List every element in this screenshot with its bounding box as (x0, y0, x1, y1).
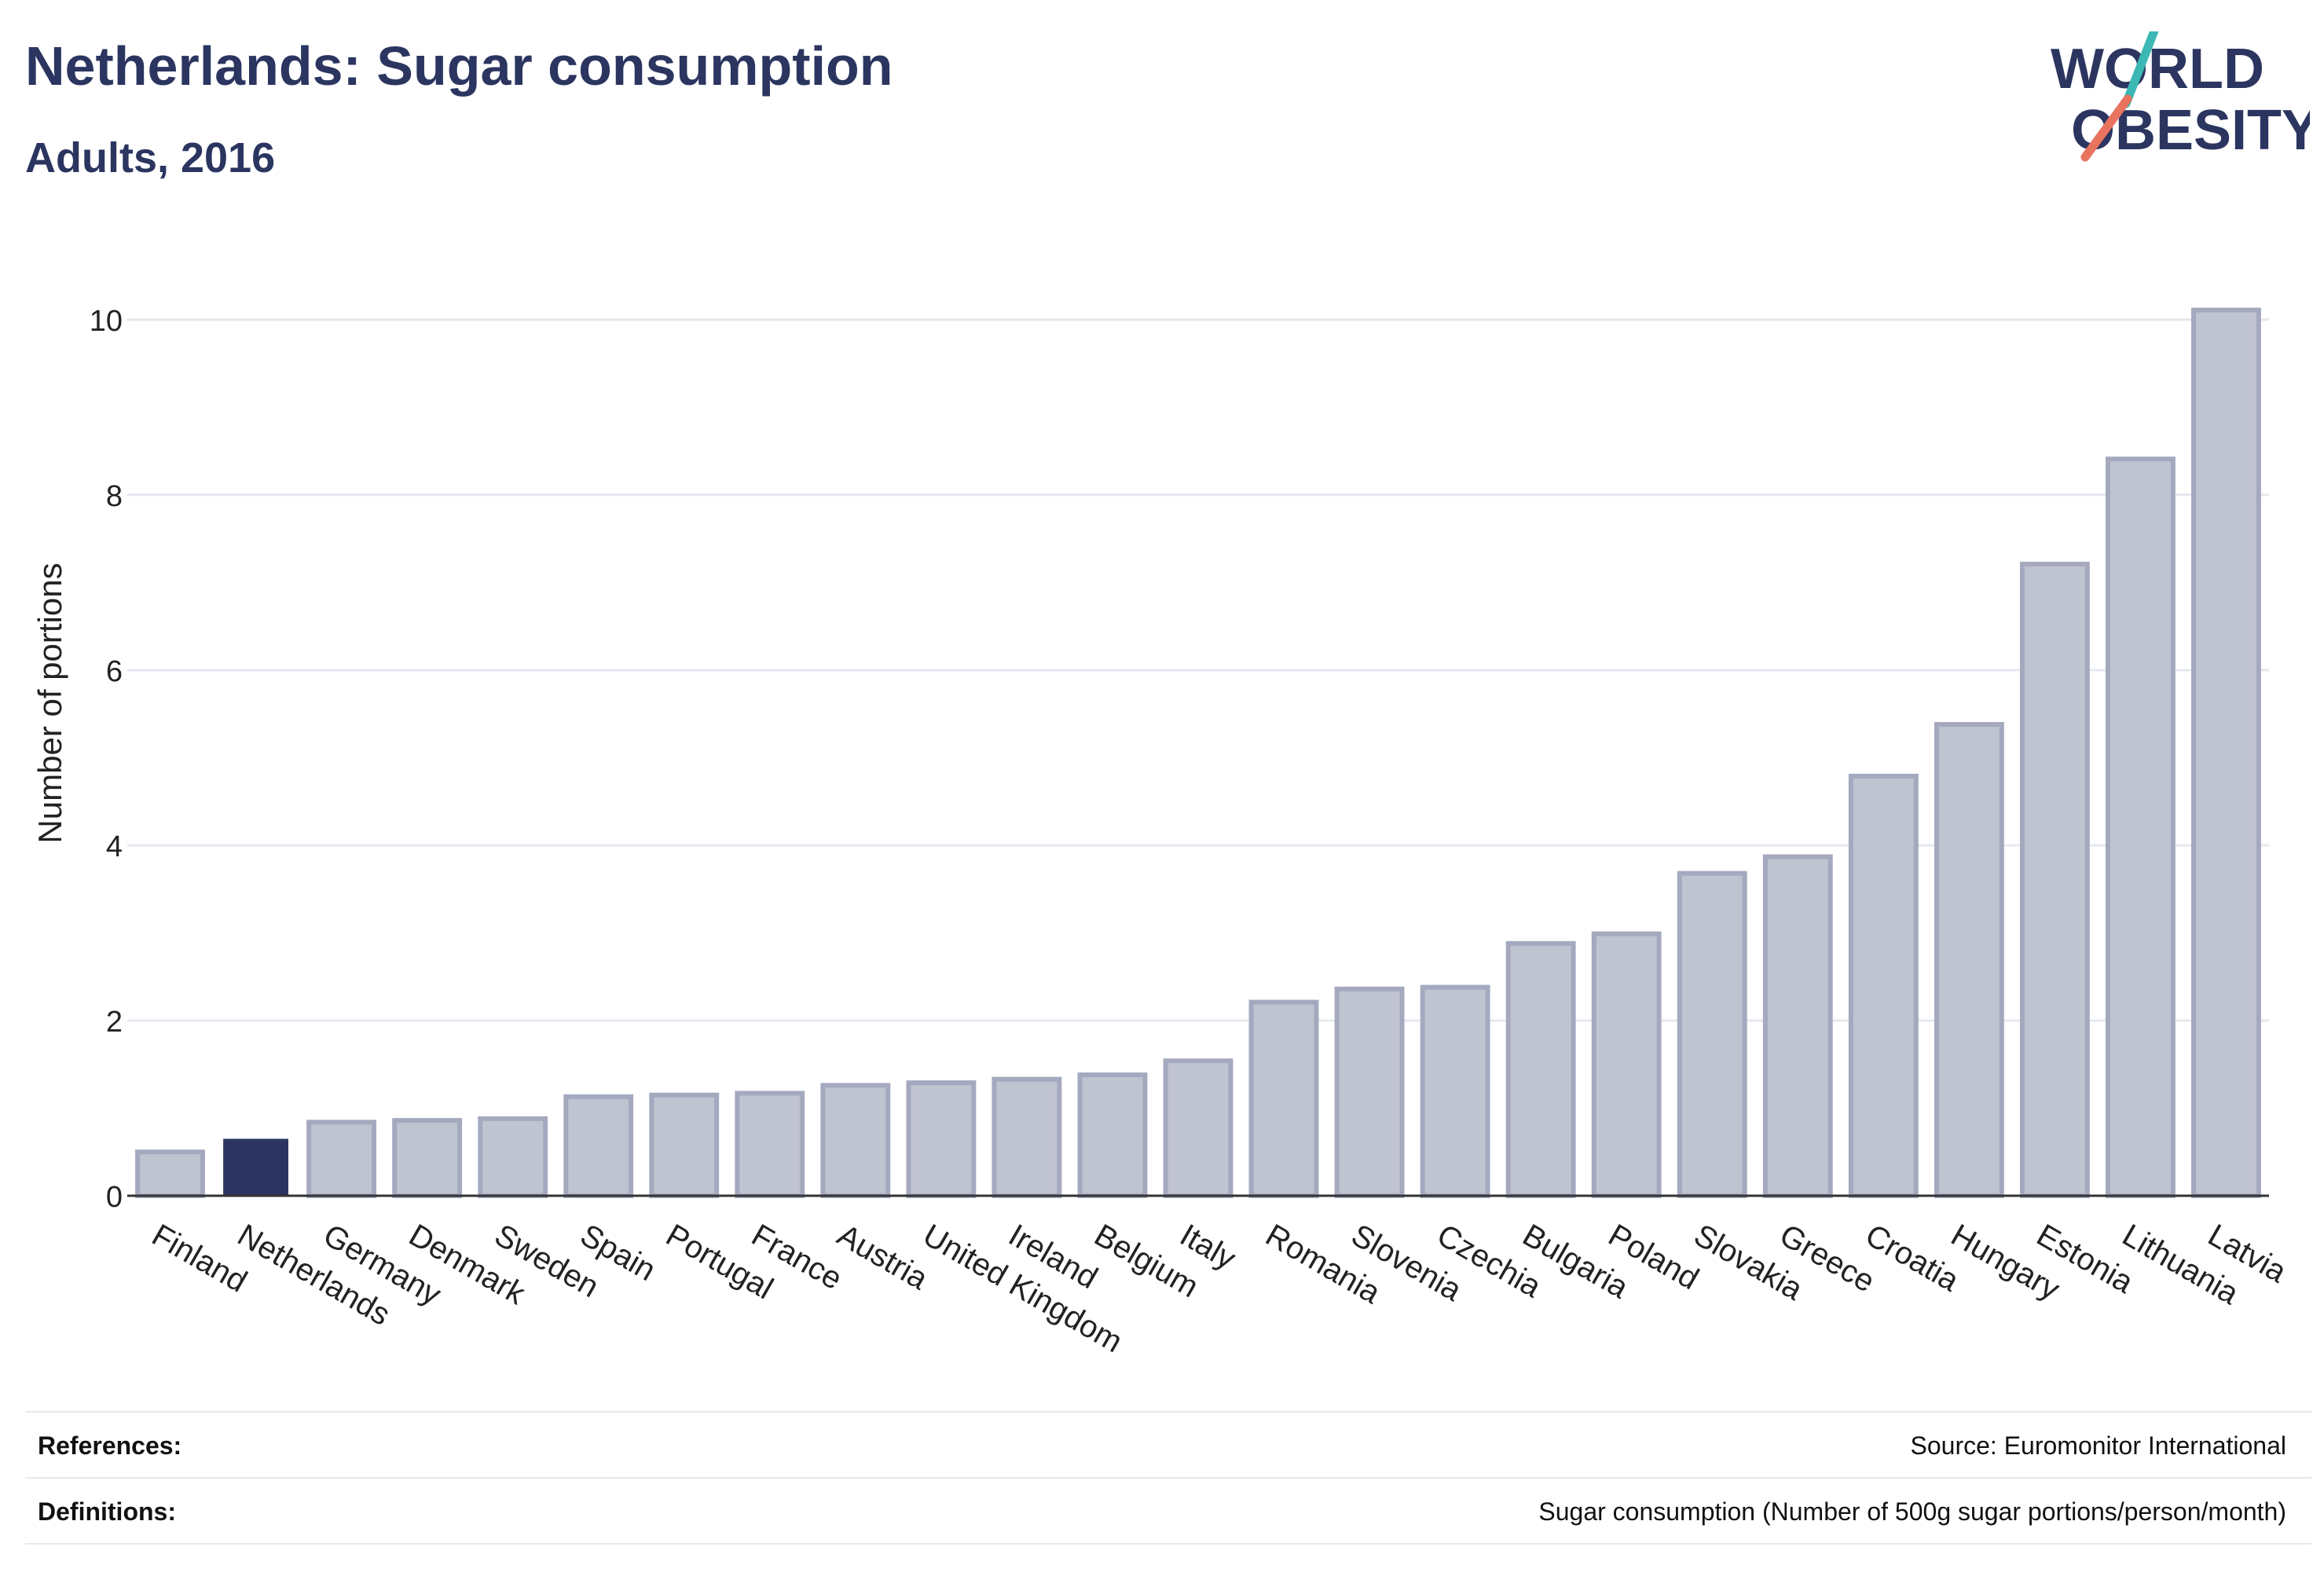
y-tick-label: 8 (106, 480, 123, 513)
bar-ireland (992, 1076, 1062, 1199)
bar-italy (1163, 1058, 1233, 1199)
bar-romania (1248, 999, 1319, 1199)
definitions-value: Sugar consumption (Number of 500g sugar … (1538, 1497, 2286, 1526)
bar-spain (563, 1094, 634, 1199)
bar-poland (1591, 931, 1662, 1198)
bar-hungary (1934, 722, 2004, 1198)
bar-austria (820, 1083, 891, 1199)
bar-denmark (392, 1118, 463, 1199)
logo-line-2: OBESITY (2071, 99, 2310, 162)
bar-czechia (1420, 984, 1490, 1198)
references-value: Source: Euromonitor International (1910, 1431, 2286, 1460)
bar-lithuania (2106, 456, 2176, 1198)
bar-netherlands (223, 1138, 288, 1196)
world-obesity-logo: WORLD OBESITY (2051, 31, 2310, 162)
y-axis-label: Number of portions (31, 563, 68, 843)
y-tick-label: 0 (106, 1181, 123, 1214)
bar-slovakia (1677, 870, 1747, 1198)
bar-finland (135, 1149, 205, 1198)
y-tick-label: 2 (106, 1006, 123, 1039)
bar-france (735, 1090, 805, 1198)
page-title: Netherlands: Sugar consumption (25, 35, 893, 97)
bar-greece (1762, 854, 1833, 1198)
bar-sweden (478, 1116, 548, 1199)
bar-portugal (649, 1092, 720, 1199)
footer-divider-top (25, 1411, 2311, 1413)
x-tick-label: Finland (146, 1218, 253, 1299)
bar-bulgaria (1505, 940, 1576, 1198)
bar-slovenia (1334, 986, 1405, 1199)
bar-belgium (1077, 1072, 1148, 1198)
bar-estonia (2019, 562, 2090, 1198)
references-label: References: (38, 1431, 182, 1460)
y-tick-label: 6 (106, 655, 123, 688)
footer-divider-bottom (25, 1543, 2311, 1545)
bar-germany (306, 1120, 377, 1198)
bar-latvia (2191, 307, 2261, 1198)
y-tick-label: 10 (90, 305, 123, 338)
logo-slash-coral (2080, 94, 2132, 162)
definitions-label: Definitions: (38, 1497, 176, 1526)
x-tick-label: Croatia (1860, 1218, 1965, 1299)
logo-line-1: WORLD (2051, 38, 2264, 101)
logo-slash-teal (2121, 31, 2159, 108)
bar-united-kingdom (906, 1080, 977, 1198)
footer-divider-middle (25, 1477, 2311, 1479)
page-subtitle: Adults, 2016 (25, 134, 276, 181)
y-tick-label: 4 (106, 830, 123, 863)
x-tick-label: Austria (831, 1218, 933, 1297)
bar-croatia (1848, 773, 1919, 1198)
bars (135, 307, 2261, 1199)
